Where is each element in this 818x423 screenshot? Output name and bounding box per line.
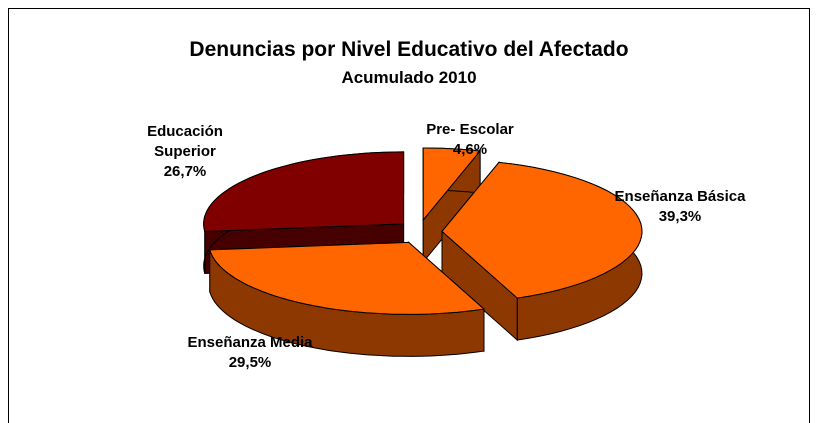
chart-title: Denuncias por Nivel Educativo del Afecta… <box>189 38 629 61</box>
slice <box>203 151 405 233</box>
slice <box>422 147 482 222</box>
value-label: 29,5% <box>228 354 272 371</box>
slice <box>209 241 486 315</box>
slice-label: Educación Superior 26,7% <box>120 122 250 182</box>
chart-subtitle: Acumulado 2010 <box>341 68 477 87</box>
slice-label: Enseñanza Media 29,5% <box>180 333 320 373</box>
category-label: Enseñanza Media <box>187 334 313 351</box>
category-label: Educación Superior <box>147 123 223 160</box>
category-label: Pre- Escolar <box>426 121 514 138</box>
category-label: Enseñanza Básica <box>614 188 746 205</box>
slice <box>441 161 643 299</box>
slice-label: Enseñanza Básica 39,3% <box>610 187 750 227</box>
value-label: 39,3% <box>658 208 702 225</box>
slice-label: Pre- Escolar 4,6% <box>405 120 535 160</box>
value-label: 26,7% <box>163 163 207 180</box>
value-label: 4,6% <box>452 141 488 158</box>
